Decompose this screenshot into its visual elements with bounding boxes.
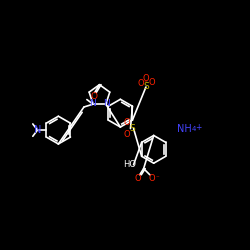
Text: O: O (143, 74, 149, 83)
Text: ⁻: ⁻ (155, 175, 159, 181)
Text: O: O (135, 174, 141, 183)
Text: N: N (34, 125, 41, 135)
Text: O: O (90, 92, 98, 101)
Text: O: O (149, 174, 156, 183)
Text: N: N (103, 99, 110, 108)
Text: O: O (123, 118, 130, 127)
Text: O: O (123, 130, 130, 139)
Text: S: S (143, 82, 149, 92)
Text: +: + (196, 122, 202, 132)
Text: O: O (137, 80, 144, 88)
Text: N: N (89, 99, 96, 108)
Text: S: S (129, 124, 135, 133)
Text: HO: HO (123, 160, 136, 169)
Text: NH: NH (177, 124, 192, 134)
Text: ⁻: ⁻ (144, 80, 148, 86)
Text: 4: 4 (192, 126, 196, 132)
Text: O: O (149, 78, 156, 87)
